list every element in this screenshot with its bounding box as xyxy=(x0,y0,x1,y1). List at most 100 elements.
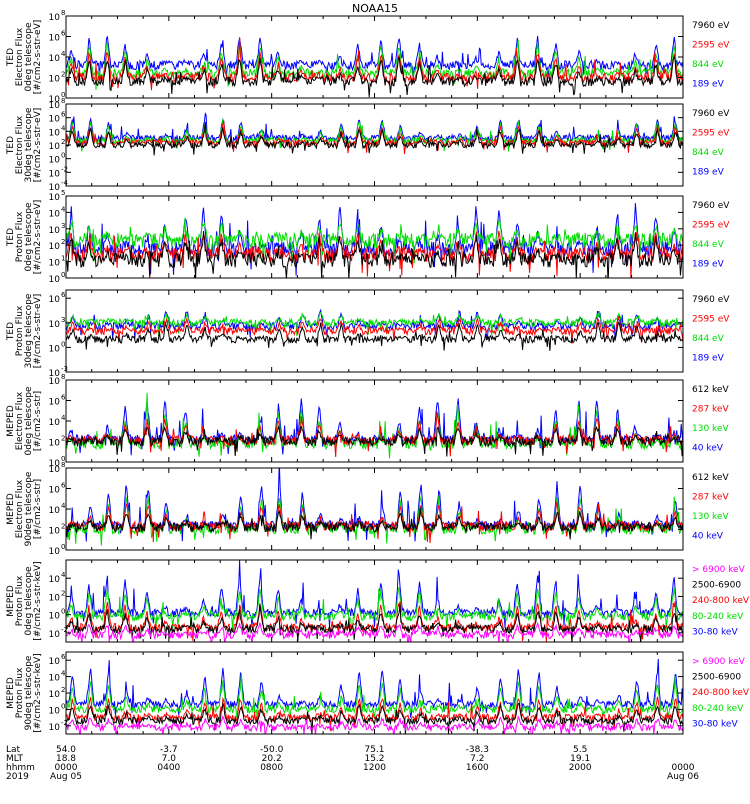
y-tick-exponent: 6 xyxy=(61,291,66,299)
y-tick-exponent: 8 xyxy=(61,9,65,17)
footer-mlt: 20.2 xyxy=(262,754,282,764)
footer-lat: 5.5 xyxy=(573,745,587,755)
series-line-3 xyxy=(66,39,683,90)
footer-lat: -50.0 xyxy=(260,745,284,755)
y-tick-label: 10 xyxy=(49,95,61,105)
series-line-2 xyxy=(66,501,683,544)
y-tick-exponent: 3 xyxy=(61,222,65,230)
y-tick-exponent: -3 xyxy=(61,365,68,373)
series-line-4 xyxy=(66,35,683,81)
series-group xyxy=(66,203,683,278)
y-tick-exponent: 4 xyxy=(61,50,66,58)
y-tick-exponent: 8 xyxy=(61,97,65,105)
y-tick-label: 10 xyxy=(49,575,61,585)
y-tick-label: 10 xyxy=(49,156,61,166)
legend-entry: 7960 eV xyxy=(692,109,730,119)
footer-row-label: MLT xyxy=(6,754,24,764)
legend-entry: 2595 eV xyxy=(692,41,730,51)
y-tick-exponent: 0 xyxy=(61,543,65,551)
legend-entry: 80-240 keV xyxy=(692,612,744,622)
series-line-3 xyxy=(66,696,683,731)
y-axis-label-line: Electron Flux xyxy=(15,27,25,86)
legend-entry: 2595 eV xyxy=(692,221,730,231)
legend-entry: 612 keV xyxy=(692,473,729,483)
y-tick-exponent: 5 xyxy=(61,189,65,197)
y-axis-label-line: 0deg telescope xyxy=(24,386,34,456)
y-axis-label-line: [#/cm2-s-str-eV] xyxy=(33,20,43,95)
y-tick-exponent: 0 xyxy=(61,91,65,99)
y-tick-exponent: 2 xyxy=(61,686,65,694)
footer-date: Aug 06 xyxy=(667,772,699,782)
legend-entry: > 6900 keV xyxy=(692,657,746,667)
y-tick-exponent: 0 xyxy=(61,608,65,616)
series-line-4 xyxy=(66,586,683,632)
y-tick-exponent: 6 xyxy=(61,30,66,38)
footer-row-label: hhmm xyxy=(6,763,35,773)
y-axis-label-line: [#/cm2-s-str] xyxy=(33,391,43,451)
y-tick-exponent: 0 xyxy=(61,152,65,160)
y-tick-label: 10 xyxy=(49,706,61,716)
y-tick-exponent: 2 xyxy=(61,523,65,531)
legend-entry: 40 keV xyxy=(692,532,724,542)
y-tick-label: 10 xyxy=(49,547,61,557)
footer-row-label: Lat xyxy=(6,745,21,755)
y-tick-label: 10 xyxy=(49,674,61,684)
y-axis-label-line: Proton Flux xyxy=(15,305,25,356)
y-tick-label: 10 xyxy=(49,320,61,330)
y-tick-exponent: 2 xyxy=(61,589,65,597)
y-axis-label: TEDProton Flux30deg telescope[#/cm2-s-st… xyxy=(6,293,43,368)
y-tick-exponent: 4 xyxy=(61,124,66,132)
y-tick-exponent: 6 xyxy=(61,394,66,402)
y-tick-label: 10 xyxy=(49,242,61,252)
y-tick-exponent: 0 xyxy=(61,702,65,710)
legend-entry: 130 keV xyxy=(692,512,729,522)
y-tick-label: 10 xyxy=(49,34,61,44)
y-tick-label: 10 xyxy=(49,465,61,475)
footer-hhmm: 0000 xyxy=(55,763,78,773)
y-tick-label: 10 xyxy=(49,418,61,428)
y-axis-label: TEDProton Flux0deg telescope[#/cm2-s-str… xyxy=(6,200,43,275)
footer-date: Aug 05 xyxy=(50,772,82,782)
legend-entry: 240-800 keV xyxy=(692,596,750,606)
series-line-4 xyxy=(66,398,683,456)
y-tick-exponent: 6 xyxy=(61,482,66,490)
series-line-1 xyxy=(66,425,683,457)
series-line-3 xyxy=(66,217,683,268)
y-tick-exponent: 2 xyxy=(61,138,65,146)
y-axis-label: MEPEDProton Flux0deg telescope[#/cm2-s-s… xyxy=(6,561,43,640)
y-tick-exponent: -2 xyxy=(61,165,68,173)
footer-lat: 54.0 xyxy=(56,745,76,755)
y-tick-exponent: 0 xyxy=(61,271,65,279)
y-tick-label: 10 xyxy=(49,295,61,305)
y-axis-label-line: Proton Flux xyxy=(15,575,25,626)
series-line-3 xyxy=(66,310,683,337)
legend-entry: 189 eV xyxy=(692,168,725,178)
y-axis-label-line: Electron Flux xyxy=(15,115,25,174)
y-tick-exponent: 1 xyxy=(61,255,65,263)
y-tick-exponent: 4 xyxy=(61,414,66,422)
footer-lat: -3.7 xyxy=(160,745,178,755)
y-tick-label: 10 xyxy=(49,369,61,379)
y-tick-label: 10 xyxy=(49,657,61,667)
y-tick-exponent: 0 xyxy=(61,455,65,463)
footer-hhmm: 2000 xyxy=(569,763,592,773)
y-axis-label: MEPEDProton Flux90deg telescope[#/cm2-s-… xyxy=(6,653,43,732)
series-line-1 xyxy=(66,507,683,540)
series-line-4 xyxy=(66,112,683,149)
y-axis-label-line: MEPED xyxy=(6,493,16,525)
y-tick-exponent: 8 xyxy=(61,461,65,469)
y-tick-label: 10 xyxy=(49,259,61,269)
series-group xyxy=(66,560,683,642)
y-axis-label-line: MEPED xyxy=(6,677,16,709)
y-axis-label-line: 0deg telescope xyxy=(24,202,34,272)
y-tick-label: 10 xyxy=(49,690,61,700)
y-axis-label-line: 90deg telescope xyxy=(24,655,34,730)
footer-mlt: 19.1 xyxy=(570,754,590,764)
y-tick-label: 10 xyxy=(49,723,61,733)
legend-entry: 7960 eV xyxy=(692,21,730,31)
y-axis-label-line: Proton Flux xyxy=(15,667,25,718)
y-tick-label: 10 xyxy=(49,101,61,111)
